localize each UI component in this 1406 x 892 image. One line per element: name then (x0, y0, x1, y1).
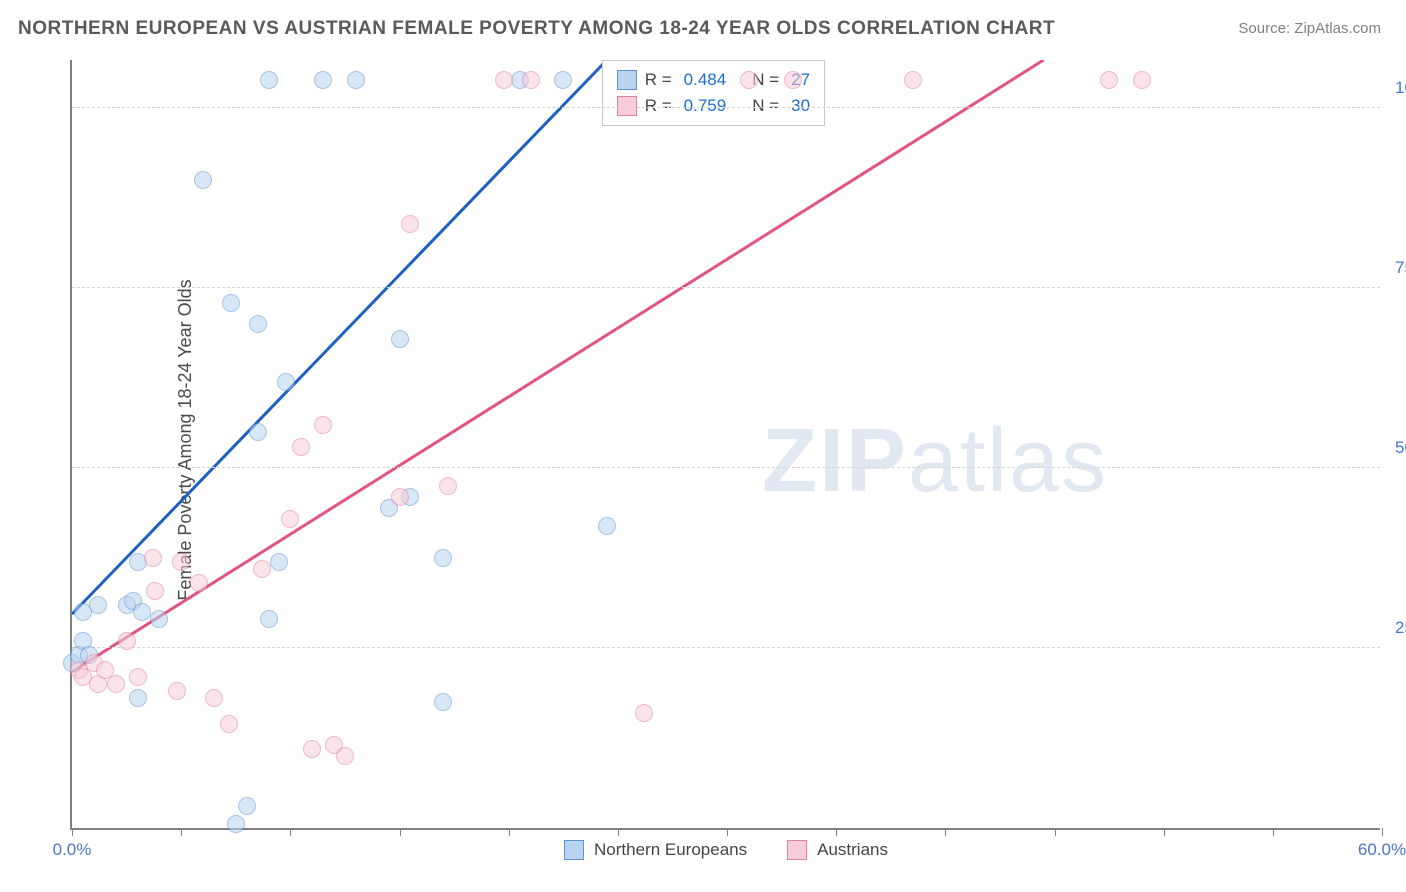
data-point-austrian (281, 510, 299, 528)
x-tick (72, 828, 73, 836)
data-point-northern (222, 294, 240, 312)
data-point-austrian (904, 71, 922, 89)
data-point-austrian (129, 668, 147, 686)
data-point-austrian (303, 740, 321, 758)
data-point-northern (314, 71, 332, 89)
legend-r-value: 0.484 (684, 67, 727, 93)
data-point-northern (133, 603, 151, 621)
x-tick (400, 828, 401, 836)
series-legend-label: Northern Europeans (594, 840, 747, 860)
data-point-northern (260, 610, 278, 628)
x-tick (1055, 828, 1056, 836)
legend-r-label: R = (645, 93, 672, 119)
data-point-austrian (635, 704, 653, 722)
gridline (72, 287, 1380, 288)
data-point-austrian (1100, 71, 1118, 89)
data-point-northern (129, 689, 147, 707)
legend-swatch (617, 70, 637, 90)
x-tick (181, 828, 182, 836)
gridline (72, 467, 1380, 468)
data-point-austrian (107, 675, 125, 693)
y-tick-label: 75.0% (1395, 258, 1406, 278)
plot-area: ZIPatlas R = 0.484N = 27R = 0.759N = 30 … (70, 60, 1380, 830)
data-point-austrian (495, 71, 513, 89)
data-point-austrian (391, 488, 409, 506)
x-tick (509, 828, 510, 836)
data-point-northern (260, 71, 278, 89)
gridline (72, 107, 1380, 108)
legend-r-label: R = (645, 67, 672, 93)
data-point-northern (347, 71, 365, 89)
trend-line-austrian (72, 60, 1044, 672)
data-point-austrian (118, 632, 136, 650)
x-tick (945, 828, 946, 836)
data-point-austrian (1133, 71, 1151, 89)
y-tick-label: 50.0% (1395, 438, 1406, 458)
x-tick (618, 828, 619, 836)
x-tick (1273, 828, 1274, 836)
y-tick-label: 25.0% (1395, 618, 1406, 638)
data-point-austrian (336, 747, 354, 765)
data-point-austrian (401, 215, 419, 233)
data-point-northern (277, 373, 295, 391)
data-point-northern (249, 423, 267, 441)
series-legend: Northern Europeans Austrians (564, 840, 888, 860)
data-point-northern (238, 797, 256, 815)
series-legend-label: Austrians (817, 840, 888, 860)
watermark-zip: ZIP (762, 411, 908, 511)
data-point-northern (249, 315, 267, 333)
y-tick-label: 100.0% (1395, 78, 1406, 98)
data-point-austrian (292, 438, 310, 456)
chart-title: NORTHERN EUROPEAN VS AUSTRIAN FEMALE POV… (18, 18, 1055, 40)
data-point-northern (391, 330, 409, 348)
data-point-austrian (144, 549, 162, 567)
data-point-austrian (146, 582, 164, 600)
data-point-northern (434, 693, 452, 711)
x-tick (727, 828, 728, 836)
data-point-northern (598, 517, 616, 535)
legend-n-value: 30 (791, 93, 810, 119)
x-tick (1164, 828, 1165, 836)
legend-swatch (617, 96, 637, 116)
x-tick (1382, 828, 1383, 836)
data-point-northern (89, 596, 107, 614)
source-text: Source: ZipAtlas.com (1238, 20, 1381, 37)
legend-row-northern: R = 0.484N = 27 (617, 67, 810, 93)
watermark-atlas: atlas (908, 411, 1108, 511)
data-point-austrian (314, 416, 332, 434)
legend-row-austrian: R = 0.759 N = 30 (617, 93, 810, 119)
gridline (72, 647, 1380, 648)
watermark: ZIPatlas (762, 410, 1108, 513)
data-point-austrian (168, 682, 186, 700)
x-tick (836, 828, 837, 836)
legend-swatch (564, 840, 584, 860)
data-point-northern (554, 71, 572, 89)
data-point-austrian (205, 689, 223, 707)
x-tick-label: 60.0% (1358, 840, 1406, 860)
data-point-austrian (784, 71, 802, 89)
data-point-austrian (439, 477, 457, 495)
x-tick (290, 828, 291, 836)
data-point-northern (194, 171, 212, 189)
legend-n-label: N = (752, 93, 779, 119)
series-legend-item-austrian: Austrians (787, 840, 888, 860)
trend-lines (72, 60, 1382, 830)
data-point-austrian (190, 574, 208, 592)
data-point-austrian (253, 560, 271, 578)
data-point-northern (434, 549, 452, 567)
data-point-austrian (220, 715, 238, 733)
data-point-austrian (522, 71, 540, 89)
source-name: ZipAtlas.com (1294, 20, 1381, 37)
source-prefix: Source: (1238, 20, 1294, 37)
legend-r-value: 0.759 (684, 93, 727, 119)
data-point-northern (270, 553, 288, 571)
series-legend-item-northern: Northern Europeans (564, 840, 747, 860)
data-point-northern (227, 815, 245, 833)
data-point-austrian (740, 71, 758, 89)
x-tick-label: 0.0% (53, 840, 92, 860)
legend-swatch (787, 840, 807, 860)
data-point-northern (150, 610, 168, 628)
trend-line-northern (72, 60, 607, 614)
data-point-austrian (172, 553, 190, 571)
